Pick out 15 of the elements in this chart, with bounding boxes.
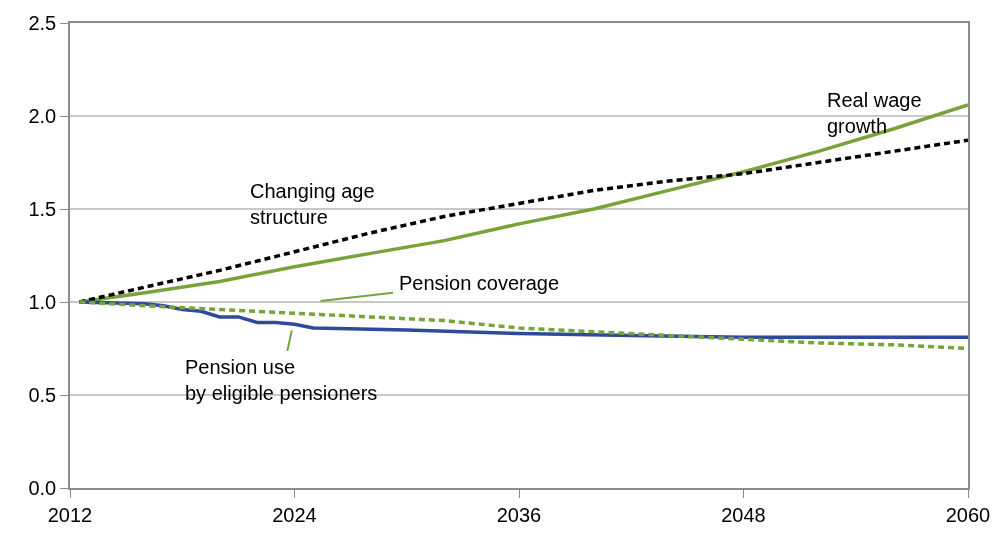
y-tick-label: 0.0 [28,477,57,499]
y-tick-label: 1.0 [28,291,57,313]
annotation: Changing age structure [250,180,375,228]
annotation: Pension coverage [399,272,560,294]
x-tick-label: 2060 [945,503,991,526]
x-tick-label: 2048 [721,503,766,526]
annotation: Pension use by eligible pensioners [185,356,378,404]
x-tick-label: 2036 [496,503,542,526]
x-tick-label: 2012 [47,503,93,526]
annotation: Real wage growth [827,89,922,137]
y-tick-label: 1.5 [28,198,57,220]
x-tick-label: 2024 [272,503,317,526]
y-tick-label: 0.5 [28,384,57,406]
y-tick-label: 2.0 [28,105,57,127]
y-tick-label: 2.5 [28,12,57,34]
